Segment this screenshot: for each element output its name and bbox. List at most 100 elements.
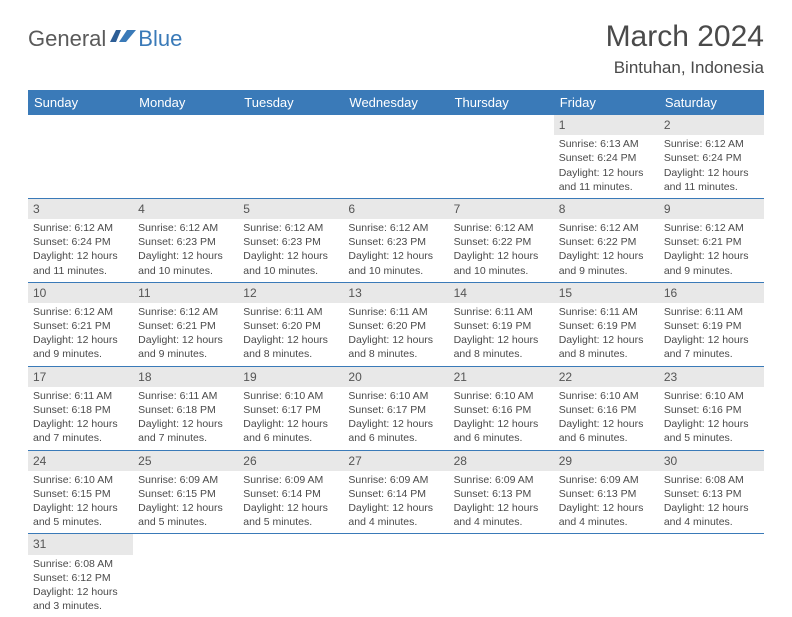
- calendar-cell: 1Sunrise: 6:13 AMSunset: 6:24 PMDaylight…: [554, 115, 659, 198]
- day-number: 14: [449, 283, 554, 303]
- sunrise-line: Sunrise: 6:10 AM: [33, 473, 128, 487]
- sunset-line: Sunset: 6:16 PM: [454, 403, 549, 417]
- sunrise-line: Sunrise: 6:11 AM: [33, 389, 128, 403]
- daylight-line: Daylight: 12 hours and 6 minutes.: [454, 417, 549, 445]
- calendar-row: 31Sunrise: 6:08 AMSunset: 6:12 PMDayligh…: [28, 534, 764, 617]
- sunrise-line: Sunrise: 6:10 AM: [664, 389, 759, 403]
- day-number: 28: [449, 451, 554, 471]
- daylight-line: Daylight: 12 hours and 5 minutes.: [33, 501, 128, 529]
- sunrise-line: Sunrise: 6:09 AM: [559, 473, 654, 487]
- sunset-line: Sunset: 6:23 PM: [243, 235, 338, 249]
- daylight-line: Daylight: 12 hours and 4 minutes.: [664, 501, 759, 529]
- calendar-cell: 25 Sunrise: 6:09 AMSunset: 6:15 PMDayligh…: [133, 450, 238, 534]
- calendar-cell: 12Sunrise: 6:11 AMSunset: 6:20 PMDayligh…: [238, 282, 343, 366]
- calendar-cell: 7 Sunrise: 6:12 AMSunset: 6:22 PMDaylight…: [449, 198, 554, 282]
- day-number: 13: [343, 283, 448, 303]
- day-number: 15: [554, 283, 659, 303]
- logo-text-blue: Blue: [138, 26, 182, 52]
- day-number: 30: [659, 451, 764, 471]
- day-number: 19: [238, 367, 343, 387]
- day-content: Sunrise: 6:11 AMSunset: 6:19 PMDaylight:…: [659, 303, 764, 366]
- sunset-line: Sunset: 6:12 PM: [33, 571, 128, 585]
- sunset-line: Sunset: 6:21 PM: [138, 319, 233, 333]
- day-number: 10: [28, 283, 133, 303]
- month-title: March 2024: [606, 20, 764, 54]
- title-block: March 2024 Bintuhan, Indonesia: [606, 20, 764, 78]
- sunset-line: Sunset: 6:15 PM: [138, 487, 233, 501]
- calendar-cell: 9Sunrise: 6:12 AMSunset: 6:21 PMDaylight…: [659, 198, 764, 282]
- sunrise-line: Sunrise: 6:12 AM: [33, 305, 128, 319]
- sunset-line: Sunset: 6:24 PM: [664, 151, 759, 165]
- sunset-line: Sunset: 6:19 PM: [664, 319, 759, 333]
- daylight-line: Daylight: 12 hours and 8 minutes.: [243, 333, 338, 361]
- calendar-cell: [238, 534, 343, 617]
- daylight-line: Daylight: 12 hours and 11 minutes.: [33, 249, 128, 277]
- day-number: 8: [554, 199, 659, 219]
- day-number: 11: [133, 283, 238, 303]
- calendar-cell: 17Sunrise: 6:11 AMSunset: 6:18 PMDayligh…: [28, 366, 133, 450]
- calendar-cell: 5Sunrise: 6:12 AMSunset: 6:23 PMDaylight…: [238, 198, 343, 282]
- day-number: 6: [343, 199, 448, 219]
- daylight-line: Daylight: 12 hours and 5 minutes.: [138, 501, 233, 529]
- sunset-line: Sunset: 6:16 PM: [664, 403, 759, 417]
- sunset-line: Sunset: 6:13 PM: [664, 487, 759, 501]
- day-content: Sunrise: 6:12 AMSunset: 6:21 PMDaylight:…: [133, 303, 238, 366]
- day-number: 5: [238, 199, 343, 219]
- day-content: Sunrise: 6:12 AMSunset: 6:24 PMDaylight:…: [28, 219, 133, 282]
- daylight-line: Daylight: 12 hours and 8 minutes.: [454, 333, 549, 361]
- daylight-line: Daylight: 12 hours and 10 minutes.: [348, 249, 443, 277]
- day-content: Sunrise: 6:12 AMSunset: 6:23 PMDaylight:…: [343, 219, 448, 282]
- sunrise-line: Sunrise: 6:12 AM: [664, 221, 759, 235]
- sunrise-line: Sunrise: 6:09 AM: [138, 473, 233, 487]
- calendar-cell: [554, 534, 659, 617]
- sunset-line: Sunset: 6:22 PM: [559, 235, 654, 249]
- sunset-line: Sunset: 6:23 PM: [138, 235, 233, 249]
- daylight-line: Daylight: 12 hours and 3 minutes.: [33, 585, 128, 613]
- daylight-line: Daylight: 12 hours and 11 minutes.: [559, 166, 654, 194]
- calendar-cell: [238, 115, 343, 198]
- calendar-cell: [449, 115, 554, 198]
- sunset-line: Sunset: 6:18 PM: [33, 403, 128, 417]
- daylight-line: Daylight: 12 hours and 10 minutes.: [243, 249, 338, 277]
- daylight-line: Daylight: 12 hours and 6 minutes.: [559, 417, 654, 445]
- sunrise-line: Sunrise: 6:12 AM: [454, 221, 549, 235]
- daylight-line: Daylight: 12 hours and 5 minutes.: [664, 417, 759, 445]
- day-content: Sunrise: 6:09 AMSunset: 6:13 PMDaylight:…: [449, 471, 554, 534]
- calendar-cell: 6Sunrise: 6:12 AMSunset: 6:23 PMDaylight…: [343, 198, 448, 282]
- calendar-cell: 27Sunrise: 6:09 AMSunset: 6:14 PMDayligh…: [343, 450, 448, 534]
- daylight-line: Daylight: 12 hours and 7 minutes.: [664, 333, 759, 361]
- day-content: Sunrise: 6:11 AMSunset: 6:18 PMDaylight:…: [28, 387, 133, 450]
- sunset-line: Sunset: 6:16 PM: [559, 403, 654, 417]
- weekday-header: Friday: [554, 90, 659, 115]
- day-number: 7: [449, 199, 554, 219]
- day-content: Sunrise: 6:11 AMSunset: 6:19 PMDaylight:…: [554, 303, 659, 366]
- day-number: 24: [28, 451, 133, 471]
- calendar-row: 17Sunrise: 6:11 AMSunset: 6:18 PMDayligh…: [28, 366, 764, 450]
- logo-flag-icon: [110, 28, 136, 49]
- calendar-cell: [343, 534, 448, 617]
- sunset-line: Sunset: 6:21 PM: [33, 319, 128, 333]
- calendar-cell: 16Sunrise: 6:11 AMSunset: 6:19 PMDayligh…: [659, 282, 764, 366]
- calendar-cell: [133, 115, 238, 198]
- daylight-line: Daylight: 12 hours and 7 minutes.: [138, 417, 233, 445]
- calendar-cell: 21Sunrise: 6:10 AMSunset: 6:16 PMDayligh…: [449, 366, 554, 450]
- sunrise-line: Sunrise: 6:09 AM: [454, 473, 549, 487]
- calendar-table: SundayMondayTuesdayWednesdayThursdayFrid…: [28, 90, 764, 617]
- day-number: 27: [343, 451, 448, 471]
- weekday-header: Monday: [133, 90, 238, 115]
- daylight-line: Daylight: 12 hours and 6 minutes.: [243, 417, 338, 445]
- day-content: Sunrise: 6:13 AMSunset: 6:24 PMDaylight:…: [554, 135, 659, 198]
- daylight-line: Daylight: 12 hours and 9 minutes.: [33, 333, 128, 361]
- daylight-line: Daylight: 12 hours and 10 minutes.: [454, 249, 549, 277]
- calendar-cell: 14Sunrise: 6:11 AMSunset: 6:19 PMDayligh…: [449, 282, 554, 366]
- weekday-header: Tuesday: [238, 90, 343, 115]
- day-number: 25: [133, 451, 238, 471]
- sunset-line: Sunset: 6:14 PM: [243, 487, 338, 501]
- day-content: Sunrise: 6:10 AMSunset: 6:16 PMDaylight:…: [554, 387, 659, 450]
- calendar-cell: 26Sunrise: 6:09 AMSunset: 6:14 PMDayligh…: [238, 450, 343, 534]
- daylight-line: Daylight: 12 hours and 8 minutes.: [348, 333, 443, 361]
- sunset-line: Sunset: 6:18 PM: [138, 403, 233, 417]
- sunrise-line: Sunrise: 6:11 AM: [348, 305, 443, 319]
- sunrise-line: Sunrise: 6:10 AM: [559, 389, 654, 403]
- sunset-line: Sunset: 6:22 PM: [454, 235, 549, 249]
